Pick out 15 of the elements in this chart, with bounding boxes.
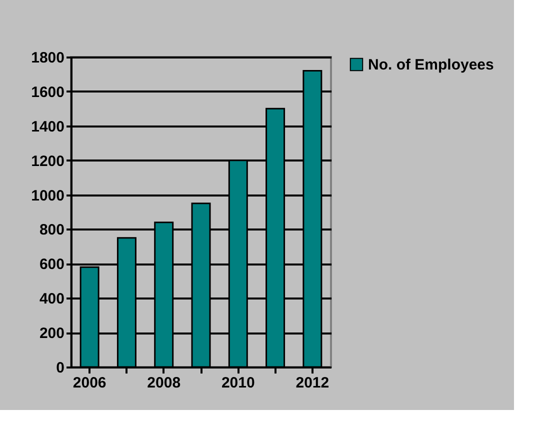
x-tick-label: 2010 <box>221 374 255 392</box>
x-tick-label: 2008 <box>147 374 181 392</box>
y-tick-label: 1400 <box>31 118 64 136</box>
x-tick-label: 2006 <box>72 374 106 392</box>
y-tick-label: 1600 <box>31 84 64 101</box>
legend-label: No. of Employees <box>368 56 494 74</box>
y-tick-label: 1200 <box>31 152 64 170</box>
y-tick-label: 1000 <box>31 187 64 204</box>
y-tick-label: 600 <box>39 256 64 274</box>
y-tick-label: 1800 <box>31 50 64 66</box>
y-tick-label: 0 <box>56 360 64 376</box>
x-tick-label: 2012 <box>296 374 330 392</box>
y-tick-label: 800 <box>39 222 64 239</box>
y-tick-label: 200 <box>39 325 64 342</box>
y-tick-label: 400 <box>39 290 64 308</box>
